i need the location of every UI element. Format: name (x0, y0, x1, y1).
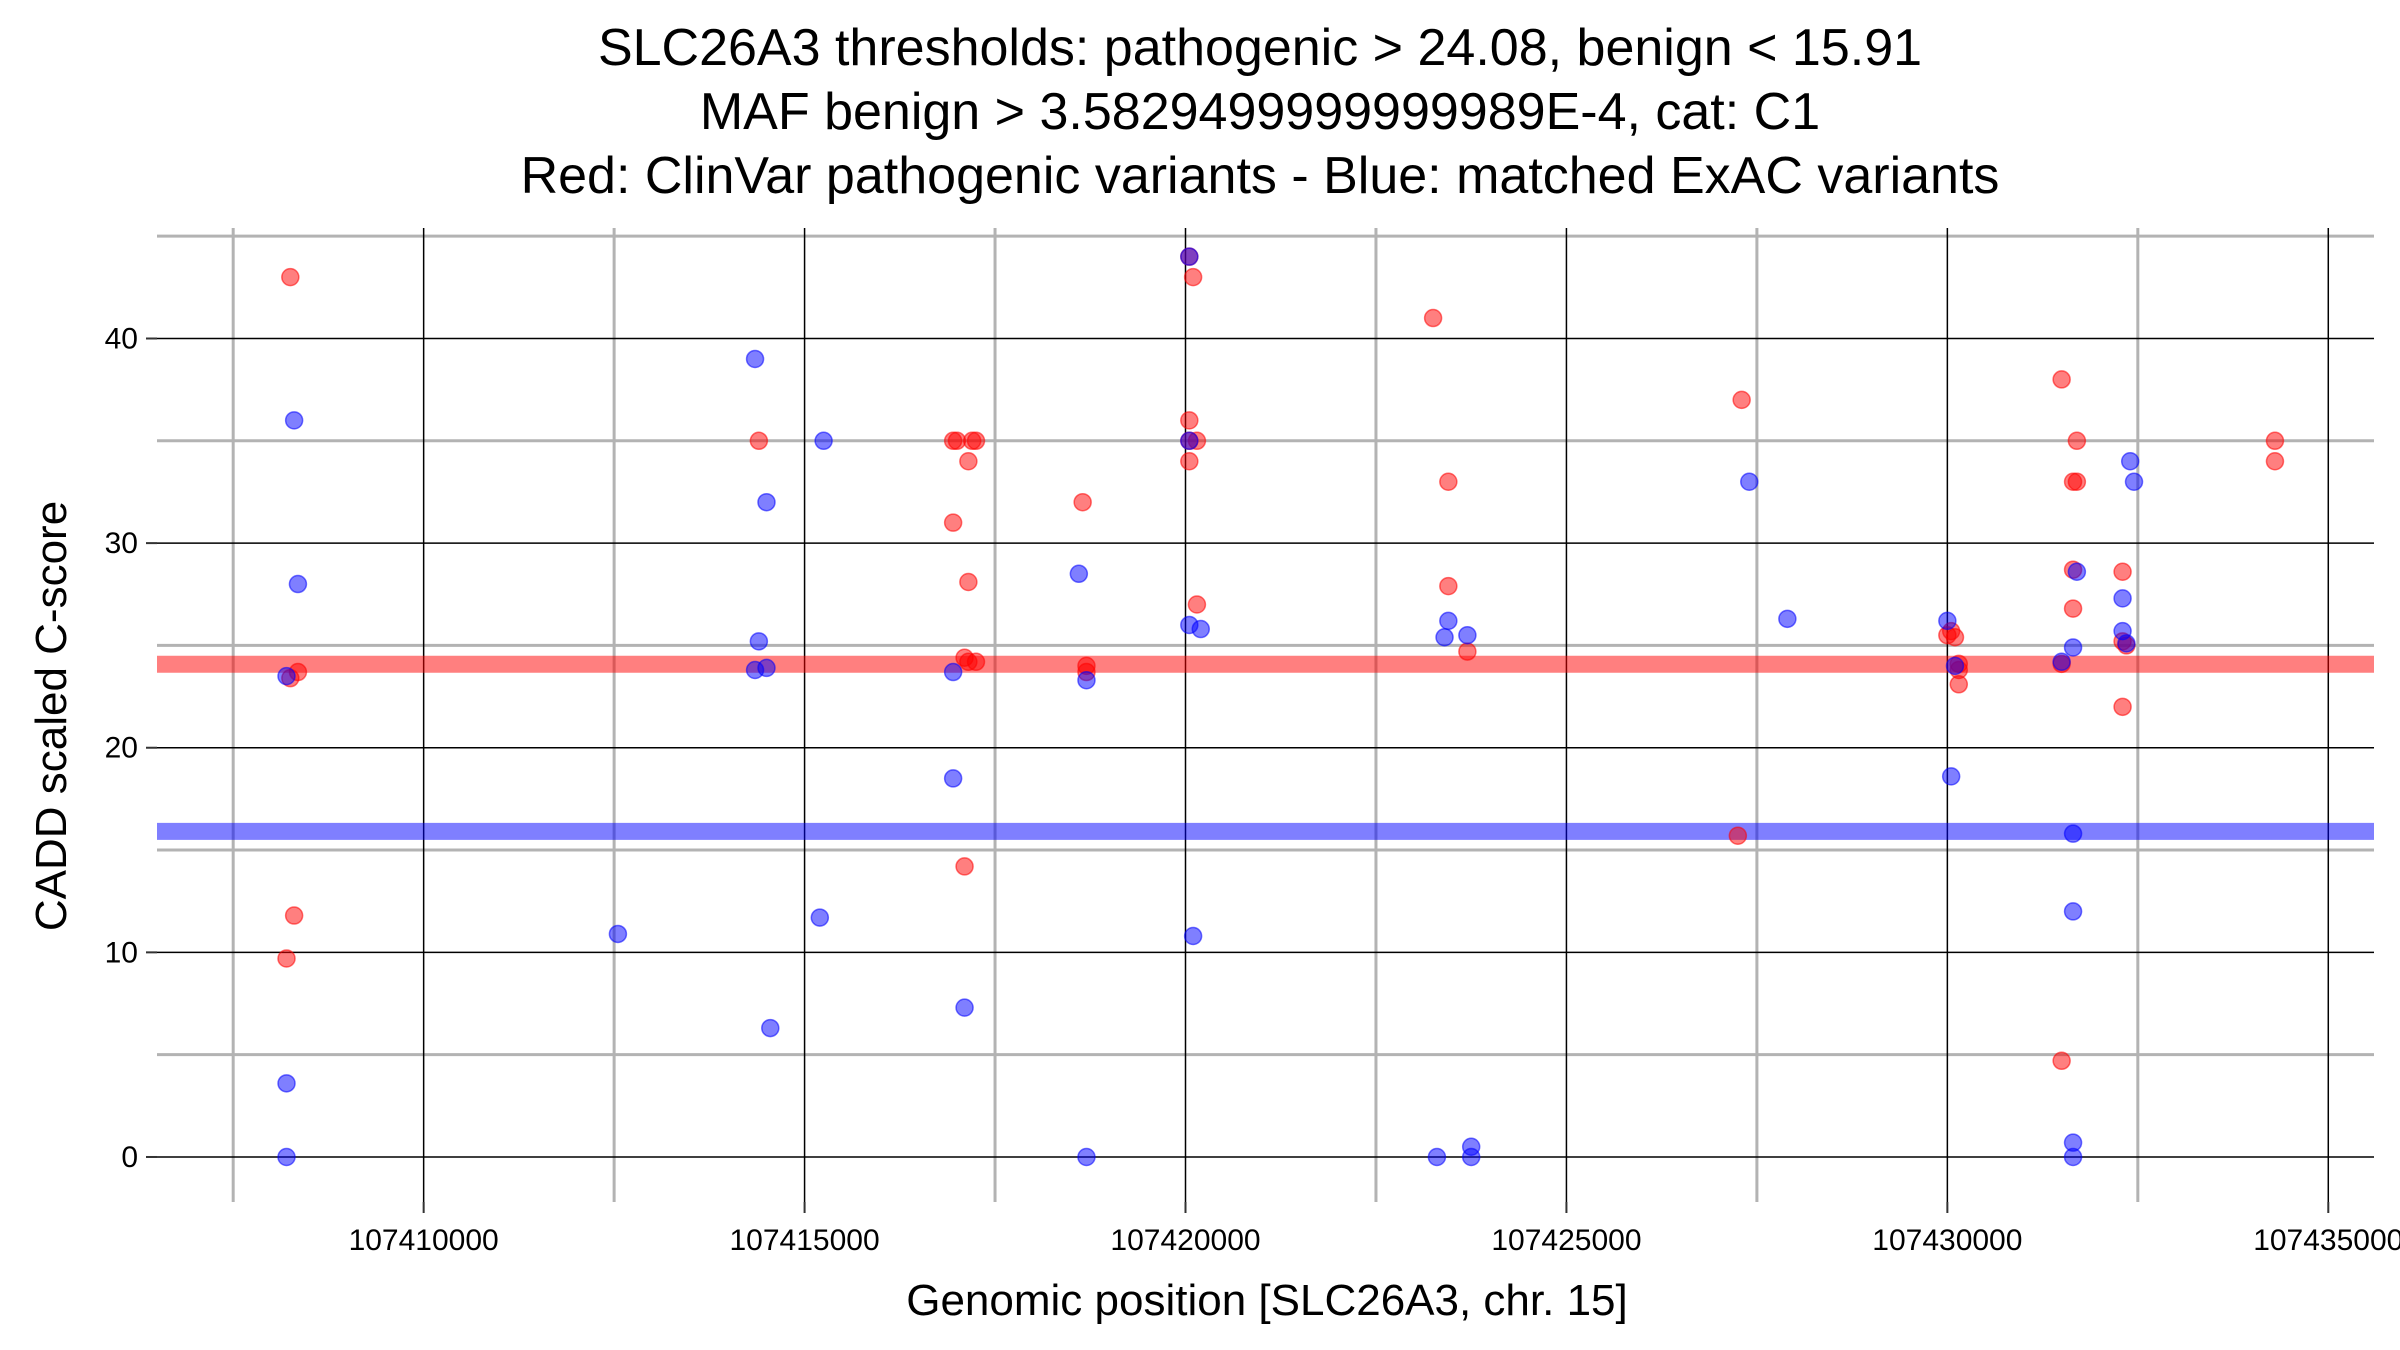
clinvar-pathogenic-point (2052, 370, 2071, 389)
exac-matched-point (757, 658, 776, 678)
clinvar-pathogenic-point (1949, 675, 1969, 694)
exac-matched-point (1427, 1147, 1447, 1167)
chart-title-line-2: MAF benign > 3.5829499999999989E-4, cat:… (700, 83, 1820, 141)
clinvar-pathogenic-point (1728, 826, 1748, 845)
clinvar-pathogenic-point (947, 431, 967, 451)
exac-matched-point (1435, 627, 1454, 647)
exac-matched-point (1778, 609, 1797, 629)
clinvar-pathogenic-point (1439, 576, 1458, 596)
exac-matched-point (2063, 824, 2083, 843)
clinvar-pathogenic-point (749, 431, 769, 451)
x-tick-label: 107410000 (349, 1224, 499, 1257)
x-tick-label: 107415000 (729, 1224, 879, 1257)
minor-gridlines (157, 228, 2374, 1202)
clinvar-pathogenic-point (1180, 452, 1199, 471)
exac-matched-point (2113, 589, 2132, 608)
exac-matched-point (943, 662, 963, 682)
y-tick-label: 20 (105, 732, 138, 765)
exac-matched-point (2117, 634, 2136, 653)
axis-ticks: 107410000 107415000 107420000 107425000 1074… (105, 322, 2400, 1257)
clinvar-pathogenic-point (1423, 308, 1443, 328)
exac-matched-point (1938, 611, 1957, 631)
exac-matched-point (2063, 902, 2083, 921)
clinvar-pathogenic-point (1732, 390, 1751, 410)
clinvar-pathogenic-point (1945, 627, 1965, 647)
exac-matched-point (1439, 611, 1458, 631)
exac-matched-point (2063, 1147, 2083, 1167)
clinvar-pathogenic-point (1458, 642, 1477, 661)
clinvar-pathogenic-point (1187, 595, 1207, 614)
exac-matched-point (749, 632, 769, 651)
exac-matched-point (757, 492, 776, 512)
y-tick-label: 10 (105, 936, 138, 969)
clinvar-pathogenic-point (1073, 492, 1092, 512)
clinvar-pathogenic-point (959, 452, 978, 471)
exac-matched-point (1740, 472, 1759, 491)
exac-matched-point (288, 574, 308, 594)
x-tick-label: 107435000 (2253, 1224, 2400, 1257)
x-tick-label: 107430000 (1872, 1224, 2022, 1257)
exac-matched-point (277, 1147, 296, 1167)
data-points (277, 247, 2285, 1167)
exac-matched-point (277, 1074, 296, 1093)
y-tick-label: 30 (105, 527, 138, 560)
exac-matched-point (1458, 625, 1477, 645)
clinvar-pathogenic-point (284, 906, 304, 925)
exac-matched-point (745, 349, 765, 369)
clinvar-pathogenic-point (2113, 562, 2132, 582)
exac-matched-point (1461, 1147, 1481, 1167)
exac-matched-point (943, 769, 963, 788)
exac-matched-point (1941, 767, 1961, 786)
x-axis-title: Genomic position [SLC26A3, chr. 15] (906, 1276, 1628, 1325)
exac-matched-point (955, 998, 974, 1017)
clinvar-pathogenic-point (2063, 599, 2083, 618)
clinvar-pathogenic-point (2113, 697, 2132, 717)
major-gridlines (157, 228, 2374, 1202)
clinvar-pathogenic-point (2052, 1051, 2071, 1071)
exac-matched-point (608, 924, 628, 944)
exac-matched-point (1945, 656, 1965, 676)
clinvar-pathogenic-point (1439, 472, 1458, 491)
clinvar-pathogenic-point (2067, 472, 2087, 491)
exac-matched-point (2124, 472, 2144, 491)
chart-title-line-3: Red: ClinVar pathogenic variants - Blue:… (521, 147, 2000, 205)
x-tick-label: 107425000 (1491, 1224, 1641, 1257)
exac-matched-point (277, 666, 296, 686)
clinvar-pathogenic-point (2265, 431, 2285, 451)
clinvar-pathogenic-point (966, 652, 986, 672)
y-tick-label: 0 (121, 1141, 138, 1174)
exac-matched-point (1077, 1147, 1096, 1167)
exac-matched-point (1180, 431, 1199, 451)
clinvar-pathogenic-point (2265, 452, 2285, 471)
exac-matched-point (2052, 652, 2071, 672)
exac-matched-point (1183, 926, 1203, 946)
chart-title-line-1: SLC26A3 thresholds: pathogenic > 24.08, … (598, 19, 1922, 77)
clinvar-pathogenic-point (277, 949, 296, 968)
threshold-lines (157, 655, 2374, 840)
exac-matched-point (284, 411, 304, 430)
y-tick-label: 40 (105, 322, 138, 355)
y-axis-title: CADD scaled C-score (27, 501, 76, 931)
clinvar-pathogenic-point (1183, 267, 1203, 287)
exac-matched-point (1180, 247, 1199, 266)
exac-matched-point (1191, 619, 1210, 639)
exac-matched-point (1077, 670, 1096, 690)
clinvar-pathogenic-point (281, 267, 300, 287)
exac-matched-point (2067, 562, 2087, 582)
clinvar-pathogenic-point (966, 431, 986, 451)
exac-matched-point (761, 1018, 780, 1038)
clinvar-pathogenic-point (943, 513, 963, 532)
exac-matched-point (2063, 638, 2083, 657)
clinvar-pathogenic-point (955, 857, 974, 876)
exac-matched-point (2120, 452, 2140, 471)
x-tick-label: 107420000 (1110, 1224, 1260, 1257)
exac-matched-point (1069, 564, 1089, 584)
clinvar-pathogenic-point (1180, 411, 1199, 430)
clinvar-pathogenic-point (959, 572, 978, 592)
exac-matched-point (814, 431, 833, 451)
exac-matched-point (810, 908, 830, 927)
clinvar-pathogenic-point (2067, 431, 2087, 451)
